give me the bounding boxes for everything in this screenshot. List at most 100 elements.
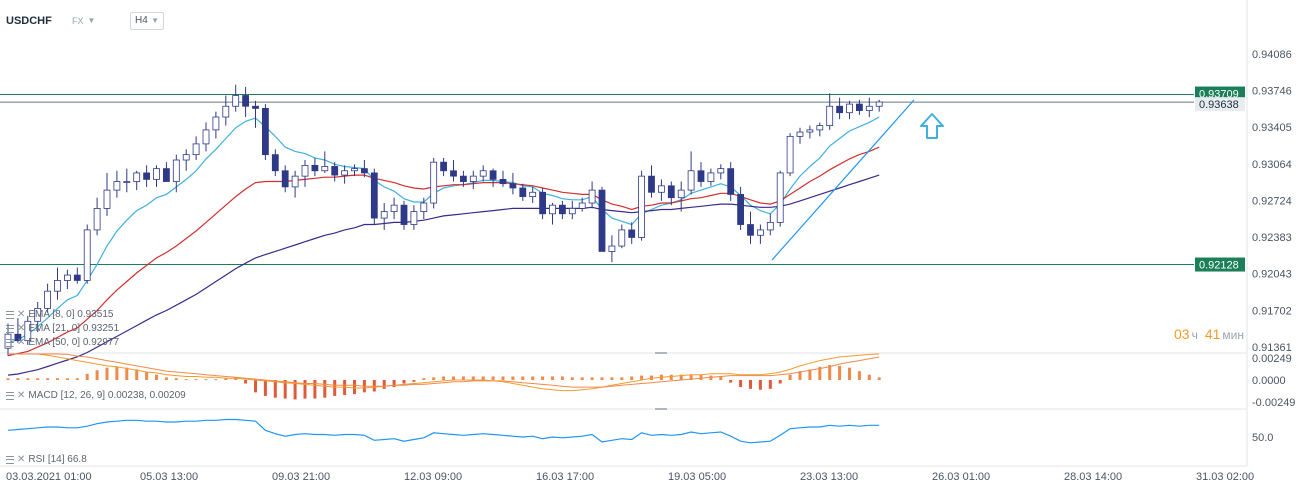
candle[interactable] xyxy=(331,162,339,182)
close-icon[interactable]: ✕ xyxy=(17,309,26,320)
menu-icon[interactable] xyxy=(6,338,14,347)
candle[interactable] xyxy=(865,97,873,118)
candle[interactable] xyxy=(172,154,180,193)
candle[interactable] xyxy=(370,168,378,225)
candle[interactable] xyxy=(341,165,349,184)
candle[interactable] xyxy=(222,95,230,126)
candle[interactable] xyxy=(360,160,368,178)
candle[interactable] xyxy=(578,197,586,212)
candle[interactable] xyxy=(400,200,408,230)
close-icon[interactable]: ✕ xyxy=(17,454,26,465)
candle[interactable] xyxy=(856,99,863,115)
legend-ema21[interactable]: ✕ EMA [21, 0] 0.93251 xyxy=(6,322,119,335)
candle[interactable] xyxy=(291,170,299,198)
arrow-up-icon[interactable] xyxy=(920,113,944,139)
symbol-title[interactable]: USDCHF xyxy=(6,15,52,27)
candle[interactable] xyxy=(707,168,715,186)
candle[interactable] xyxy=(83,224,91,284)
legend-ema8[interactable]: ✕ EMA [8, 0] 0.93515 xyxy=(6,308,113,321)
candle[interactable] xyxy=(648,165,655,198)
candle[interactable] xyxy=(766,213,774,236)
candle[interactable] xyxy=(568,200,576,220)
candle[interactable] xyxy=(559,200,566,220)
close-icon[interactable]: ✕ xyxy=(17,323,26,334)
candle[interactable] xyxy=(202,122,210,152)
candle[interactable] xyxy=(242,86,250,118)
candle[interactable] xyxy=(549,203,556,225)
candle[interactable] xyxy=(776,170,784,227)
candle[interactable] xyxy=(658,179,665,201)
candle[interactable] xyxy=(479,165,487,182)
candle[interactable] xyxy=(747,211,754,244)
candle[interactable] xyxy=(469,170,477,190)
candle[interactable] xyxy=(757,224,764,244)
candle[interactable] xyxy=(182,149,190,171)
trend-line[interactable] xyxy=(771,99,915,261)
candle[interactable] xyxy=(806,125,814,139)
candle[interactable] xyxy=(459,170,467,187)
candle[interactable] xyxy=(321,151,329,173)
candle[interactable] xyxy=(14,318,22,343)
candle[interactable] xyxy=(162,162,170,182)
candle[interactable] xyxy=(420,197,428,220)
candle[interactable] xyxy=(133,170,141,191)
menu-icon[interactable] xyxy=(6,391,14,400)
candle[interactable] xyxy=(73,267,81,284)
candle[interactable] xyxy=(440,157,448,177)
candle[interactable] xyxy=(529,186,537,204)
candle[interactable] xyxy=(608,235,616,263)
menu-icon[interactable] xyxy=(6,324,14,333)
candle[interactable] xyxy=(588,181,596,209)
menu-icon[interactable] xyxy=(6,310,14,319)
candle[interactable] xyxy=(875,99,883,112)
menu-icon[interactable] xyxy=(6,455,14,464)
candle[interactable] xyxy=(509,172,517,195)
candle[interactable] xyxy=(846,100,853,120)
candle[interactable] xyxy=(93,197,101,236)
candle[interactable] xyxy=(717,164,725,180)
candle[interactable] xyxy=(252,100,259,128)
candle[interactable] xyxy=(786,133,794,177)
legend-ema50[interactable]: ✕ EMA [50, 0] 0.92977 xyxy=(6,336,119,349)
candle[interactable] xyxy=(519,183,527,201)
candle[interactable] xyxy=(816,122,824,137)
candle[interactable] xyxy=(430,157,438,209)
candle[interactable] xyxy=(212,111,220,139)
candle[interactable] xyxy=(4,323,12,356)
candle[interactable] xyxy=(54,267,61,300)
legend-macd[interactable]: ✕ MACD [12, 26, 9] 0.00238, 0.00209 xyxy=(6,389,186,402)
candle[interactable] xyxy=(311,157,319,177)
candle[interactable] xyxy=(261,104,269,161)
legend-rsi[interactable]: ✕ RSI [14] 66.8 xyxy=(6,453,87,466)
candle[interactable] xyxy=(667,181,675,206)
candle[interactable] xyxy=(638,170,645,241)
candle[interactable] xyxy=(499,170,507,187)
candle[interactable] xyxy=(410,205,418,230)
candle[interactable] xyxy=(727,162,735,201)
candle[interactable] xyxy=(697,162,705,187)
panel-resize-handle[interactable] xyxy=(655,408,667,410)
candle[interactable] xyxy=(281,165,289,193)
candle[interactable] xyxy=(796,127,804,144)
candle[interactable] xyxy=(64,269,71,290)
candle[interactable] xyxy=(123,168,131,193)
candle[interactable] xyxy=(618,224,626,249)
close-icon[interactable]: ✕ xyxy=(17,337,26,348)
candle[interactable] xyxy=(380,203,388,230)
candle[interactable] xyxy=(143,165,151,187)
candle[interactable] xyxy=(24,315,32,345)
candle[interactable] xyxy=(34,301,42,333)
candle[interactable] xyxy=(489,168,497,187)
candle[interactable] xyxy=(628,222,636,244)
candle[interactable] xyxy=(103,172,111,216)
candle[interactable] xyxy=(390,197,398,220)
candle[interactable] xyxy=(153,165,160,187)
candle[interactable] xyxy=(737,186,744,230)
candle[interactable] xyxy=(232,84,240,112)
candle[interactable] xyxy=(836,97,843,120)
candle[interactable] xyxy=(826,93,834,130)
timeframe-selector[interactable]: H4 ▼ xyxy=(130,12,164,30)
candle[interactable] xyxy=(539,187,546,220)
candle[interactable] xyxy=(677,181,685,212)
candle[interactable] xyxy=(598,186,606,252)
